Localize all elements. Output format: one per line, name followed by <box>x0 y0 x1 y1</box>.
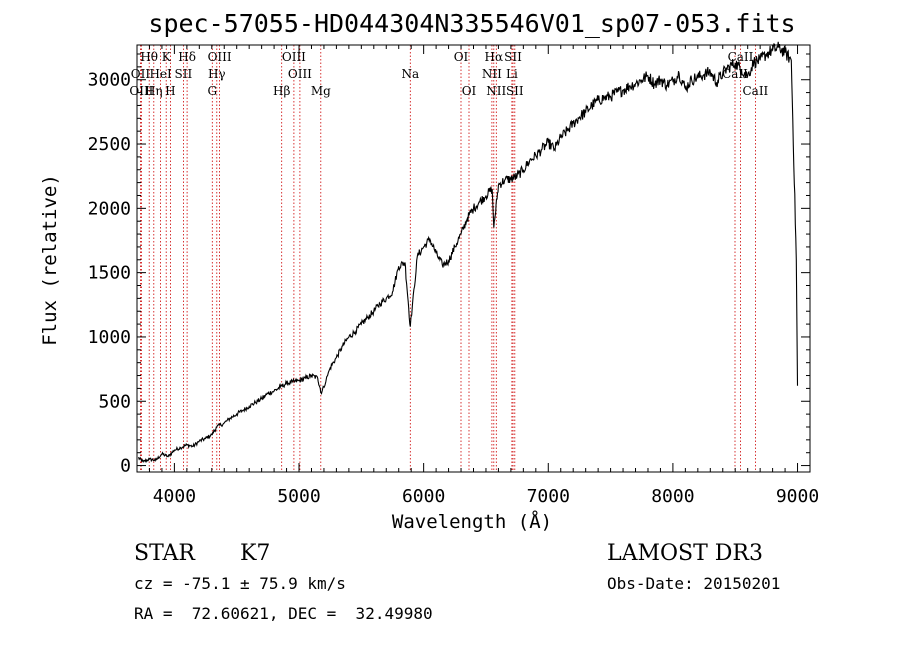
observation-date: Obs-Date: 20150201 <box>607 574 780 593</box>
object-subclass: K7 <box>240 541 270 566</box>
x-tick-label: 5000 <box>277 486 320 507</box>
line-label-hθ: Hθ <box>140 50 158 64</box>
x-tick-label: 6000 <box>402 486 445 507</box>
line-label-h: H <box>165 84 175 98</box>
line-label-sii: SII <box>506 84 524 98</box>
line-label-caii: CaII <box>728 50 754 64</box>
line-label-sii: SII <box>504 50 522 64</box>
survey-name: LAMOST DR3 <box>607 541 763 566</box>
x-tick-label: 4000 <box>153 486 196 507</box>
x-tick-label: 8000 <box>651 486 694 507</box>
line-label-g: G <box>208 84 218 98</box>
line-label-oiii: OIII <box>129 84 153 98</box>
y-tick-label: 1000 <box>88 327 131 348</box>
line-label-k: K <box>162 50 172 64</box>
line-label-hγ: Hγ <box>208 67 226 81</box>
line-label-oi: OI <box>454 50 469 64</box>
y-tick-label: 500 <box>98 391 131 412</box>
x-axis-label: Wavelength (Å) <box>392 510 552 533</box>
line-label-na: Na <box>401 67 419 81</box>
line-label-oiii: OIII <box>282 50 306 64</box>
spectral-line-markers <box>139 45 756 472</box>
x-tick-label: 7000 <box>527 486 570 507</box>
line-label-oii: OII <box>131 67 151 81</box>
line-label-nii: NII <box>486 84 506 98</box>
coordinates: RA = 72.60621, DEC = 32.49980 <box>134 604 433 623</box>
line-label-oiii: OIII <box>208 50 232 64</box>
line-label-oi: OI <box>462 84 477 98</box>
y-tick-label: 1500 <box>88 263 131 284</box>
plot-frame <box>136 44 811 473</box>
line-label-hei: HeI <box>149 67 172 81</box>
y-axis-label: Flux (relative) <box>39 174 61 346</box>
redshift-cz: cz = -75.1 ± 75.9 km/s <box>134 574 346 593</box>
line-label-mg: Mg <box>311 84 331 98</box>
chart-title: spec-57055-HD044304N335546V01_sp07-053.f… <box>148 9 795 38</box>
line-label-nii: NII <box>482 67 502 81</box>
line-label-caii: CaII <box>742 84 768 98</box>
y-axis-ticks: 0 500 1000 1500 2000 2500 3000 <box>88 53 810 477</box>
y-tick-label: 3000 <box>88 70 131 91</box>
line-label-sii: SII <box>175 67 193 81</box>
line-label-hα: Hα <box>485 50 504 64</box>
x-axis-ticks: 4000 5000 6000 7000 8000 9000 <box>148 45 819 507</box>
spectrum-line <box>137 41 799 463</box>
object-class: STAR <box>134 541 196 566</box>
line-label-li: Li <box>506 67 518 81</box>
y-tick-label: 2500 <box>88 134 131 155</box>
x-tick-label: 9000 <box>776 486 819 507</box>
line-label-oiii: OIII <box>288 67 312 81</box>
line-label-hη: Hη <box>145 84 163 98</box>
y-tick-label: 2000 <box>88 198 131 219</box>
line-label-hδ: Hδ <box>178 50 196 64</box>
line-label-hβ: Hβ <box>273 84 290 98</box>
y-tick-label: 0 <box>120 456 131 477</box>
